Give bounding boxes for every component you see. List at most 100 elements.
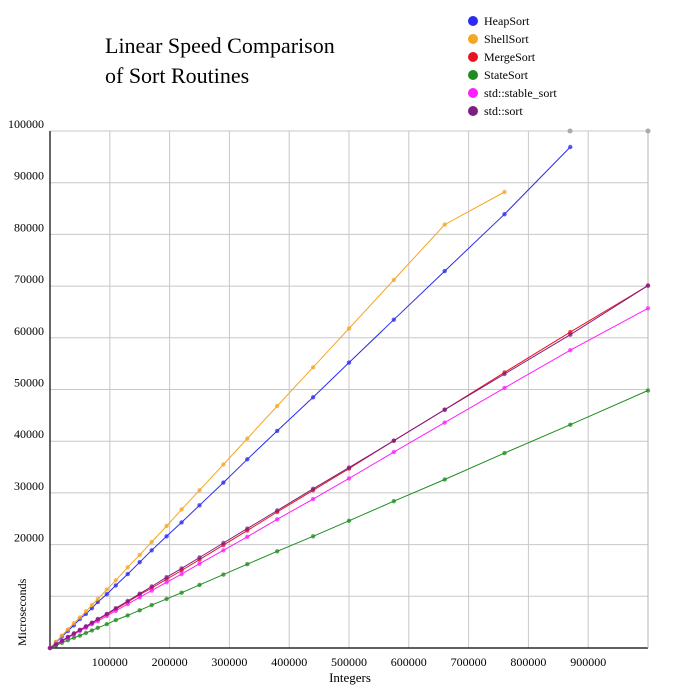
legend-item-mergesort: MergeSort <box>468 50 536 64</box>
data-point <box>197 582 202 588</box>
series-line-shellsort <box>49 191 505 649</box>
data-point <box>89 602 95 608</box>
data-point <box>149 539 154 545</box>
data-point <box>197 555 202 560</box>
data-point <box>77 627 83 633</box>
x-tick-label: 700000 <box>451 655 487 669</box>
legend-item-std-stable-sort: std::stable_sort <box>468 86 557 100</box>
legend-label: std::sort <box>484 104 523 118</box>
data-point <box>89 620 95 625</box>
data-point <box>346 326 352 331</box>
x-tick-label: 900000 <box>570 655 606 669</box>
data-point <box>568 422 573 427</box>
legend-item-statesort: StateSort <box>468 68 529 82</box>
data-point <box>310 365 316 370</box>
data-point <box>137 552 142 558</box>
data-point <box>83 609 89 614</box>
data-point <box>442 407 447 412</box>
data-point <box>275 428 280 434</box>
data-point <box>137 608 142 613</box>
data-point <box>149 602 154 608</box>
y-tick-label: 90000 <box>14 169 44 183</box>
data-point <box>442 268 447 274</box>
data-point <box>346 518 352 523</box>
x-tick-label: 400000 <box>271 655 307 669</box>
data-point <box>179 507 184 512</box>
data-point <box>104 611 110 617</box>
x-tick-label: 100000 <box>92 655 128 669</box>
data-point <box>197 561 202 566</box>
x-tick-label: 200000 <box>152 655 188 669</box>
data-point <box>346 360 352 365</box>
legend-marker <box>468 106 478 116</box>
data-point <box>245 436 250 441</box>
data-point <box>113 583 119 588</box>
y-tick-label: 60000 <box>14 324 44 338</box>
data-point <box>71 635 77 640</box>
data-point <box>125 601 130 607</box>
data-point <box>104 587 110 592</box>
data-point <box>391 317 396 322</box>
data-point <box>221 480 226 485</box>
data-point <box>125 598 130 604</box>
data-point <box>502 189 507 195</box>
chart-title-line-1: Linear Speed Comparison <box>105 33 335 58</box>
data-point <box>221 548 226 553</box>
data-point <box>568 348 573 353</box>
legend-marker <box>468 34 478 44</box>
data-point <box>65 634 71 640</box>
y-tick-label: 30000 <box>14 479 44 493</box>
y-tick-label: 100000 <box>8 117 44 131</box>
data-point <box>77 633 83 638</box>
data-point <box>197 488 202 493</box>
x-tick-label: 300000 <box>211 655 247 669</box>
series-shellsort <box>47 189 507 651</box>
data-point <box>502 385 507 391</box>
y-tick-label: 20000 <box>14 531 44 545</box>
series-std-sort <box>47 283 651 651</box>
corner-marker <box>567 128 573 134</box>
data-point <box>310 496 316 502</box>
data-point <box>71 631 77 636</box>
series-heapsort <box>47 144 573 651</box>
data-point <box>53 642 59 647</box>
y-axis-label: Microseconds <box>15 578 29 646</box>
data-point <box>149 548 154 553</box>
data-point <box>149 584 154 589</box>
data-point <box>95 596 101 602</box>
data-point <box>125 565 130 570</box>
data-point <box>502 212 507 217</box>
data-point <box>95 616 101 622</box>
data-point <box>245 457 250 462</box>
legend-marker <box>468 16 478 26</box>
x-tick-label: 800000 <box>510 655 546 669</box>
chart-title-line-2: of Sort Routines <box>105 63 249 88</box>
y-tick-label: 80000 <box>14 220 44 234</box>
data-point <box>502 450 507 456</box>
series-lines <box>47 144 651 651</box>
data-point <box>645 306 651 311</box>
data-point <box>568 332 573 337</box>
x-tick-label: 500000 <box>331 655 367 669</box>
data-point <box>137 595 142 600</box>
data-point <box>245 534 250 539</box>
axes <box>49 128 651 649</box>
data-point <box>645 283 651 288</box>
data-point <box>310 395 316 400</box>
data-point <box>137 560 142 565</box>
data-point <box>179 590 184 595</box>
y-tick-labels: 20000 30000 40000 50000 60000 70000 80000 90000… <box>8 117 44 545</box>
data-point <box>221 572 226 577</box>
data-point <box>179 520 184 525</box>
legend-label: HeapSort <box>484 14 530 28</box>
data-point <box>83 630 89 636</box>
data-point <box>179 566 184 571</box>
data-point <box>113 578 119 583</box>
data-point <box>245 562 250 567</box>
legend-item-std-sort: std::sort <box>468 104 523 118</box>
data-point <box>275 549 280 554</box>
data-point <box>645 388 651 393</box>
data-point <box>391 449 396 455</box>
y-tick-label: 40000 <box>14 427 44 441</box>
data-point <box>275 517 280 522</box>
